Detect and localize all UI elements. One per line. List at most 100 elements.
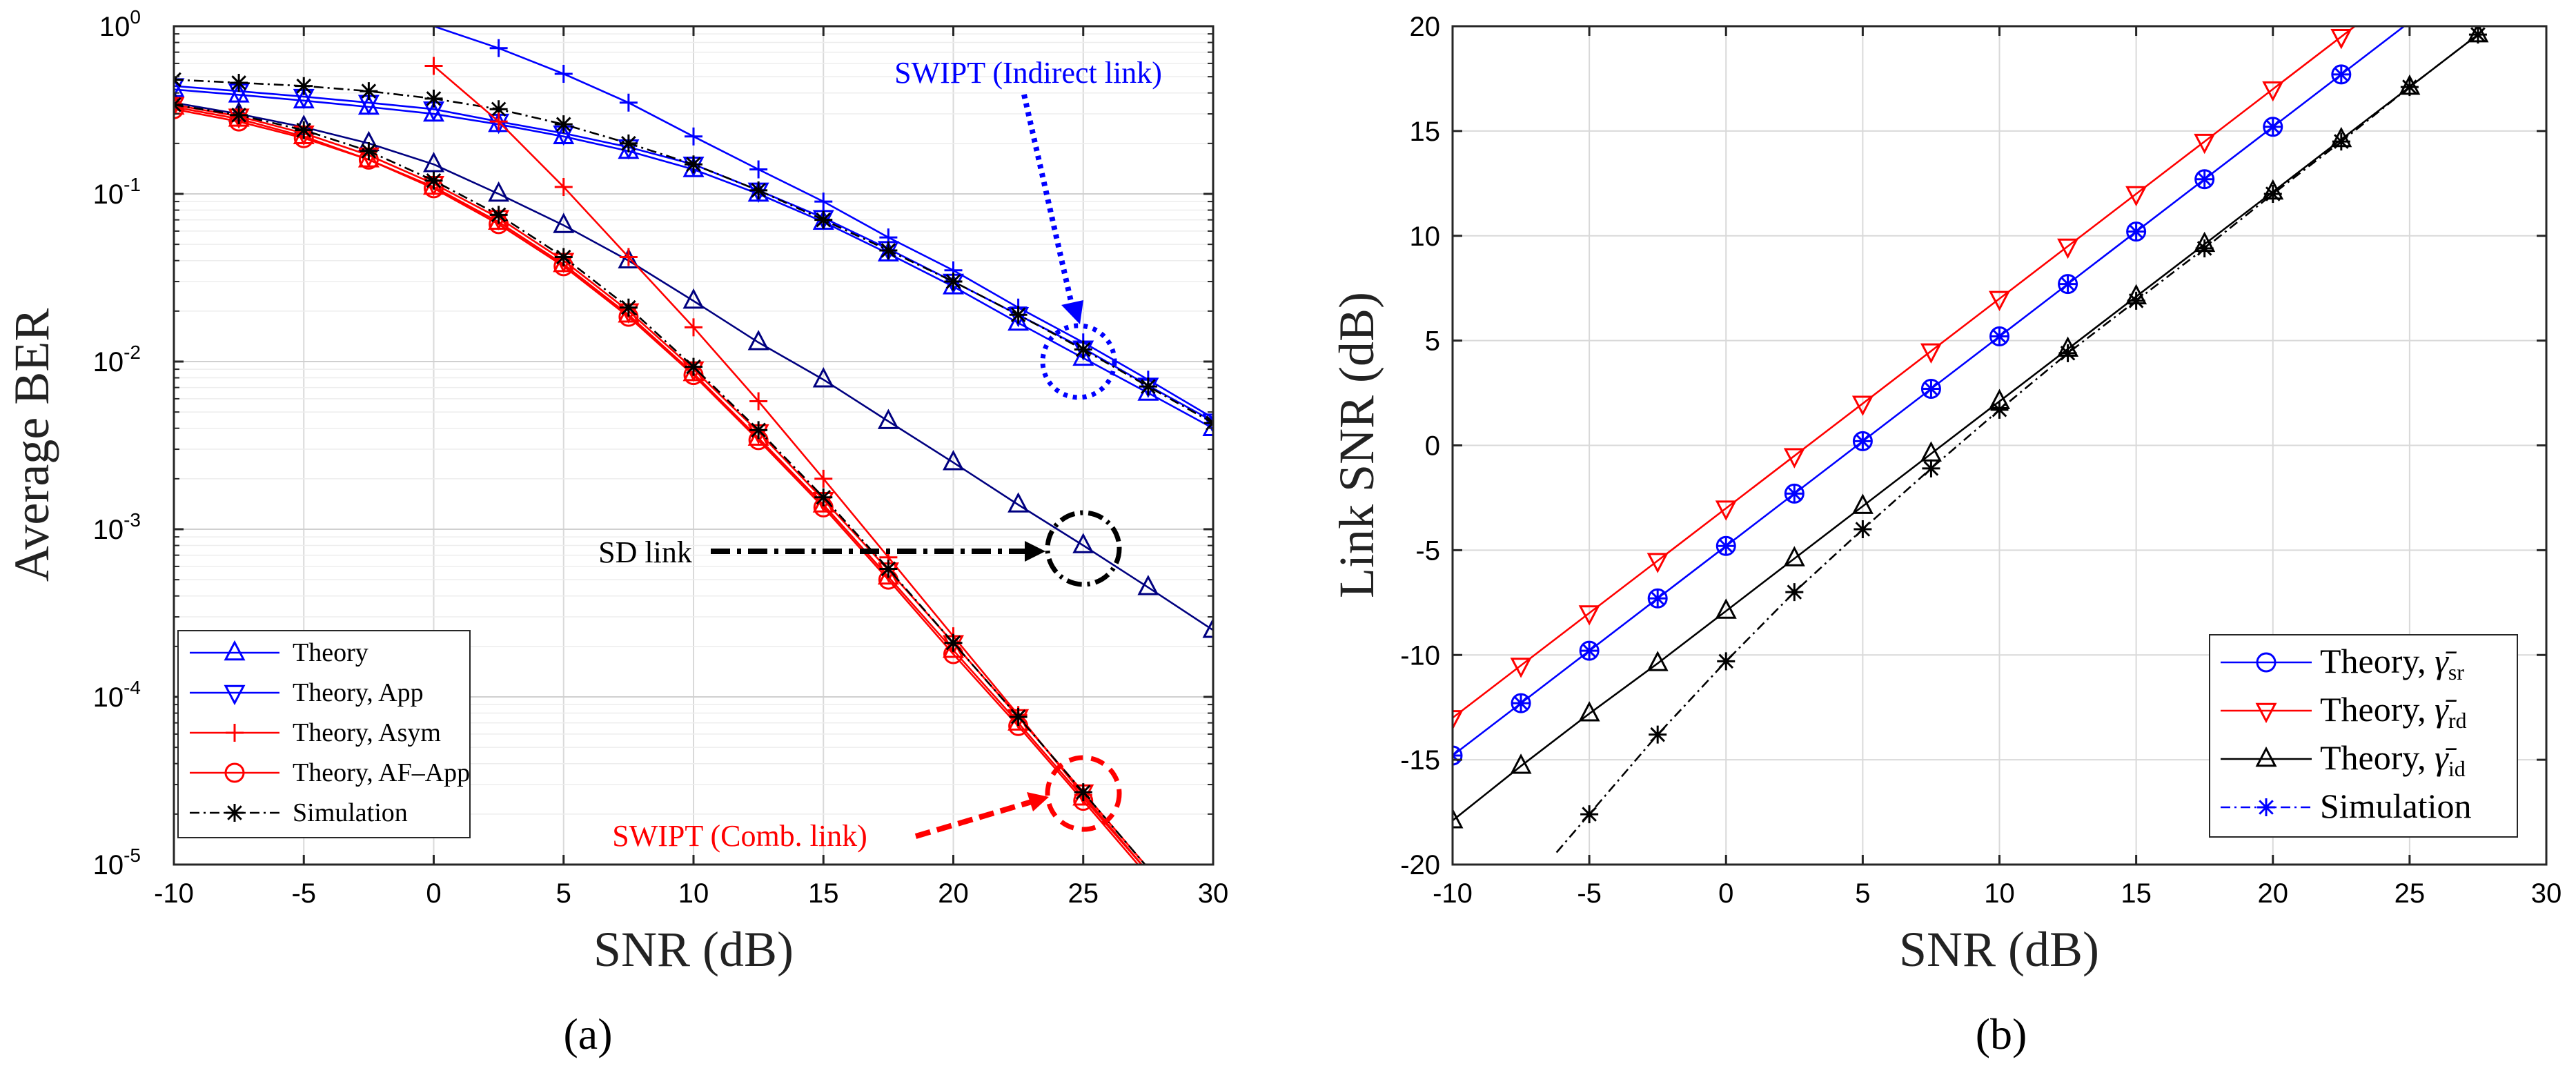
annotation-comb-circle [1045, 755, 1122, 832]
panel-a-data-marker [944, 633, 963, 652]
panel-b-data-marker [2195, 239, 2214, 257]
panel-a-data-marker [489, 100, 508, 119]
panel-b-data-marker [1715, 598, 1737, 619]
panel-a-data-marker [424, 57, 443, 75]
panel-b-data-marker [1578, 605, 1600, 626]
panel-b-data-marker-inner [1990, 327, 2009, 346]
legend-b-label-3: Simulation [2320, 787, 2471, 825]
panel-b-data-marker [2194, 133, 2216, 155]
panel-a-data-marker [814, 193, 833, 211]
panel-a-data-marker [554, 177, 573, 196]
panel-a-data-marker [943, 450, 964, 471]
panel-a-data-marker [360, 141, 378, 160]
panel-a-data-marker [554, 65, 573, 83]
annotation-indirect-link: SWIPT (Indirect link) [894, 56, 1162, 400]
panel-b-data-marker-inner [2332, 65, 2350, 83]
annotation-sd-text: SD link [598, 535, 692, 569]
panel-b-data-marker [1717, 652, 1736, 671]
panel-a-data-marker [424, 89, 443, 108]
panel-a-data-marker [814, 210, 833, 229]
panel-a-data-marker [1007, 310, 1030, 331]
panel-b-xtick-label: 10 [1984, 878, 2015, 909]
legend-a-label-0: Theory [293, 638, 368, 667]
panel-b-data-marker [2332, 132, 2350, 151]
panel-a-data-marker [1202, 618, 1213, 638]
panel-a-xtick-label: 0 [426, 878, 441, 909]
panel-b-data-marker [1851, 493, 1874, 514]
panel-a-data-marker [174, 97, 185, 118]
panel-b-series-line [1453, 34, 2479, 822]
panel-a-data-marker [685, 357, 702, 376]
annotation-indirect-circle [1040, 323, 1117, 400]
panel-a-data-marker [488, 181, 510, 202]
panel-a-data-marker [423, 152, 444, 172]
panel-b-data-marker [1510, 658, 1532, 678]
panel-b-data-marker [1989, 290, 2010, 312]
panel-a-data-marker [230, 106, 248, 124]
annotation-indirect-arrowhead [1061, 300, 1083, 324]
panel-a-data-marker [618, 248, 640, 268]
panel-b-data-marker-inner [1717, 537, 1736, 555]
panel-b-xtick-label: -10 [1433, 878, 1473, 909]
panel-b-data-marker [1649, 725, 1667, 744]
panel-b-data-marker [1785, 583, 1804, 602]
panel-a-data-marker [682, 288, 705, 309]
panel-b-series-3 [1555, 26, 2487, 854]
panel-b-data-marker [2263, 185, 2282, 203]
panel-b-data-marker [1783, 546, 1805, 566]
panel-b-ytick-label: -10 [1400, 640, 1440, 671]
panel-a-series-line [174, 103, 1146, 865]
panel-a-xtick-label: 15 [808, 878, 839, 909]
panel-b-data-marker-inner [2127, 222, 2145, 241]
legend-b-label-2: Theory, γ̄id [2320, 738, 2466, 781]
panel-b-ytick-label: 0 [1425, 431, 1440, 462]
panel-b-ytick-label: -15 [1400, 745, 1440, 776]
panel-b-data-marker [1920, 343, 1942, 364]
panel-b-data-marker-inner [1854, 432, 1872, 451]
panel-a-data-marker [554, 248, 573, 266]
panel-a-data-marker [619, 248, 638, 266]
panel-b-data-marker [2330, 28, 2352, 50]
panel-a-data-marker [685, 127, 702, 146]
panel-a-xtick-label: 10 [678, 878, 709, 909]
panel-a-data-marker [230, 73, 248, 92]
panel-b-data-marker [2057, 238, 2079, 259]
panel-b-data-marker [2125, 186, 2147, 207]
panel-a-data-marker [295, 121, 313, 139]
panel-b-link-snr-chart: -10 -5 0 5 10 15 20 25 30 -20 -15 -10 -5 0 5 10 15 20 SNR… [1329, 12, 2562, 1058]
panel-b-xtick-label: 0 [1718, 878, 1733, 909]
panel-a-data-marker [685, 155, 702, 174]
panel-a-data-marker [554, 115, 573, 134]
panel-b-data-marker [1851, 395, 1874, 416]
annotation-comb-text: SWIPT (Comb. link) [612, 819, 867, 853]
panel-a-ytick-label: 10-2 [93, 342, 141, 377]
panel-a-data-marker [749, 392, 768, 411]
panel-b-ytick-label: -20 [1400, 850, 1440, 880]
panel-b-ytick-label: 15 [1410, 117, 1441, 147]
panel-b-series-1 [1453, 26, 2357, 731]
panel-a-ylabel: Average BER [4, 308, 59, 582]
panel-b-data-marker [1715, 500, 1737, 521]
panel-a-xtick-label: -5 [291, 878, 316, 909]
panel-a-xtick-label: 5 [556, 878, 571, 909]
panel-b-data-marker-inner [1785, 484, 1804, 503]
panel-b-series [1453, 26, 2489, 854]
legend-b-label-0: Theory, γ̄sr [2320, 642, 2464, 684]
panel-b-ytick-label: 20 [1410, 12, 1441, 42]
panel-b-label: (b) [1976, 1009, 2027, 1058]
panel-b-data-marker [2058, 344, 2077, 362]
panel-b-data-marker [2127, 291, 2145, 310]
panel-a-ytick-label: 10-4 [93, 677, 141, 713]
legend-b-marker-2 [2255, 746, 2277, 767]
panel-b-data-marker [1646, 651, 1669, 671]
panel-a-data-marker [747, 330, 769, 351]
panel-b-ytick-label: 10 [1410, 221, 1441, 252]
panel-b-data-marker-inner [1649, 589, 1667, 608]
panel-a-data-marker [174, 99, 184, 119]
panel-a-data-marker [489, 39, 508, 57]
panel-a-data-marker [685, 318, 702, 337]
panel-a-data-marker [749, 181, 768, 199]
panel-a-data-marker [619, 134, 638, 152]
panel-b-data-marker [2400, 78, 2419, 97]
